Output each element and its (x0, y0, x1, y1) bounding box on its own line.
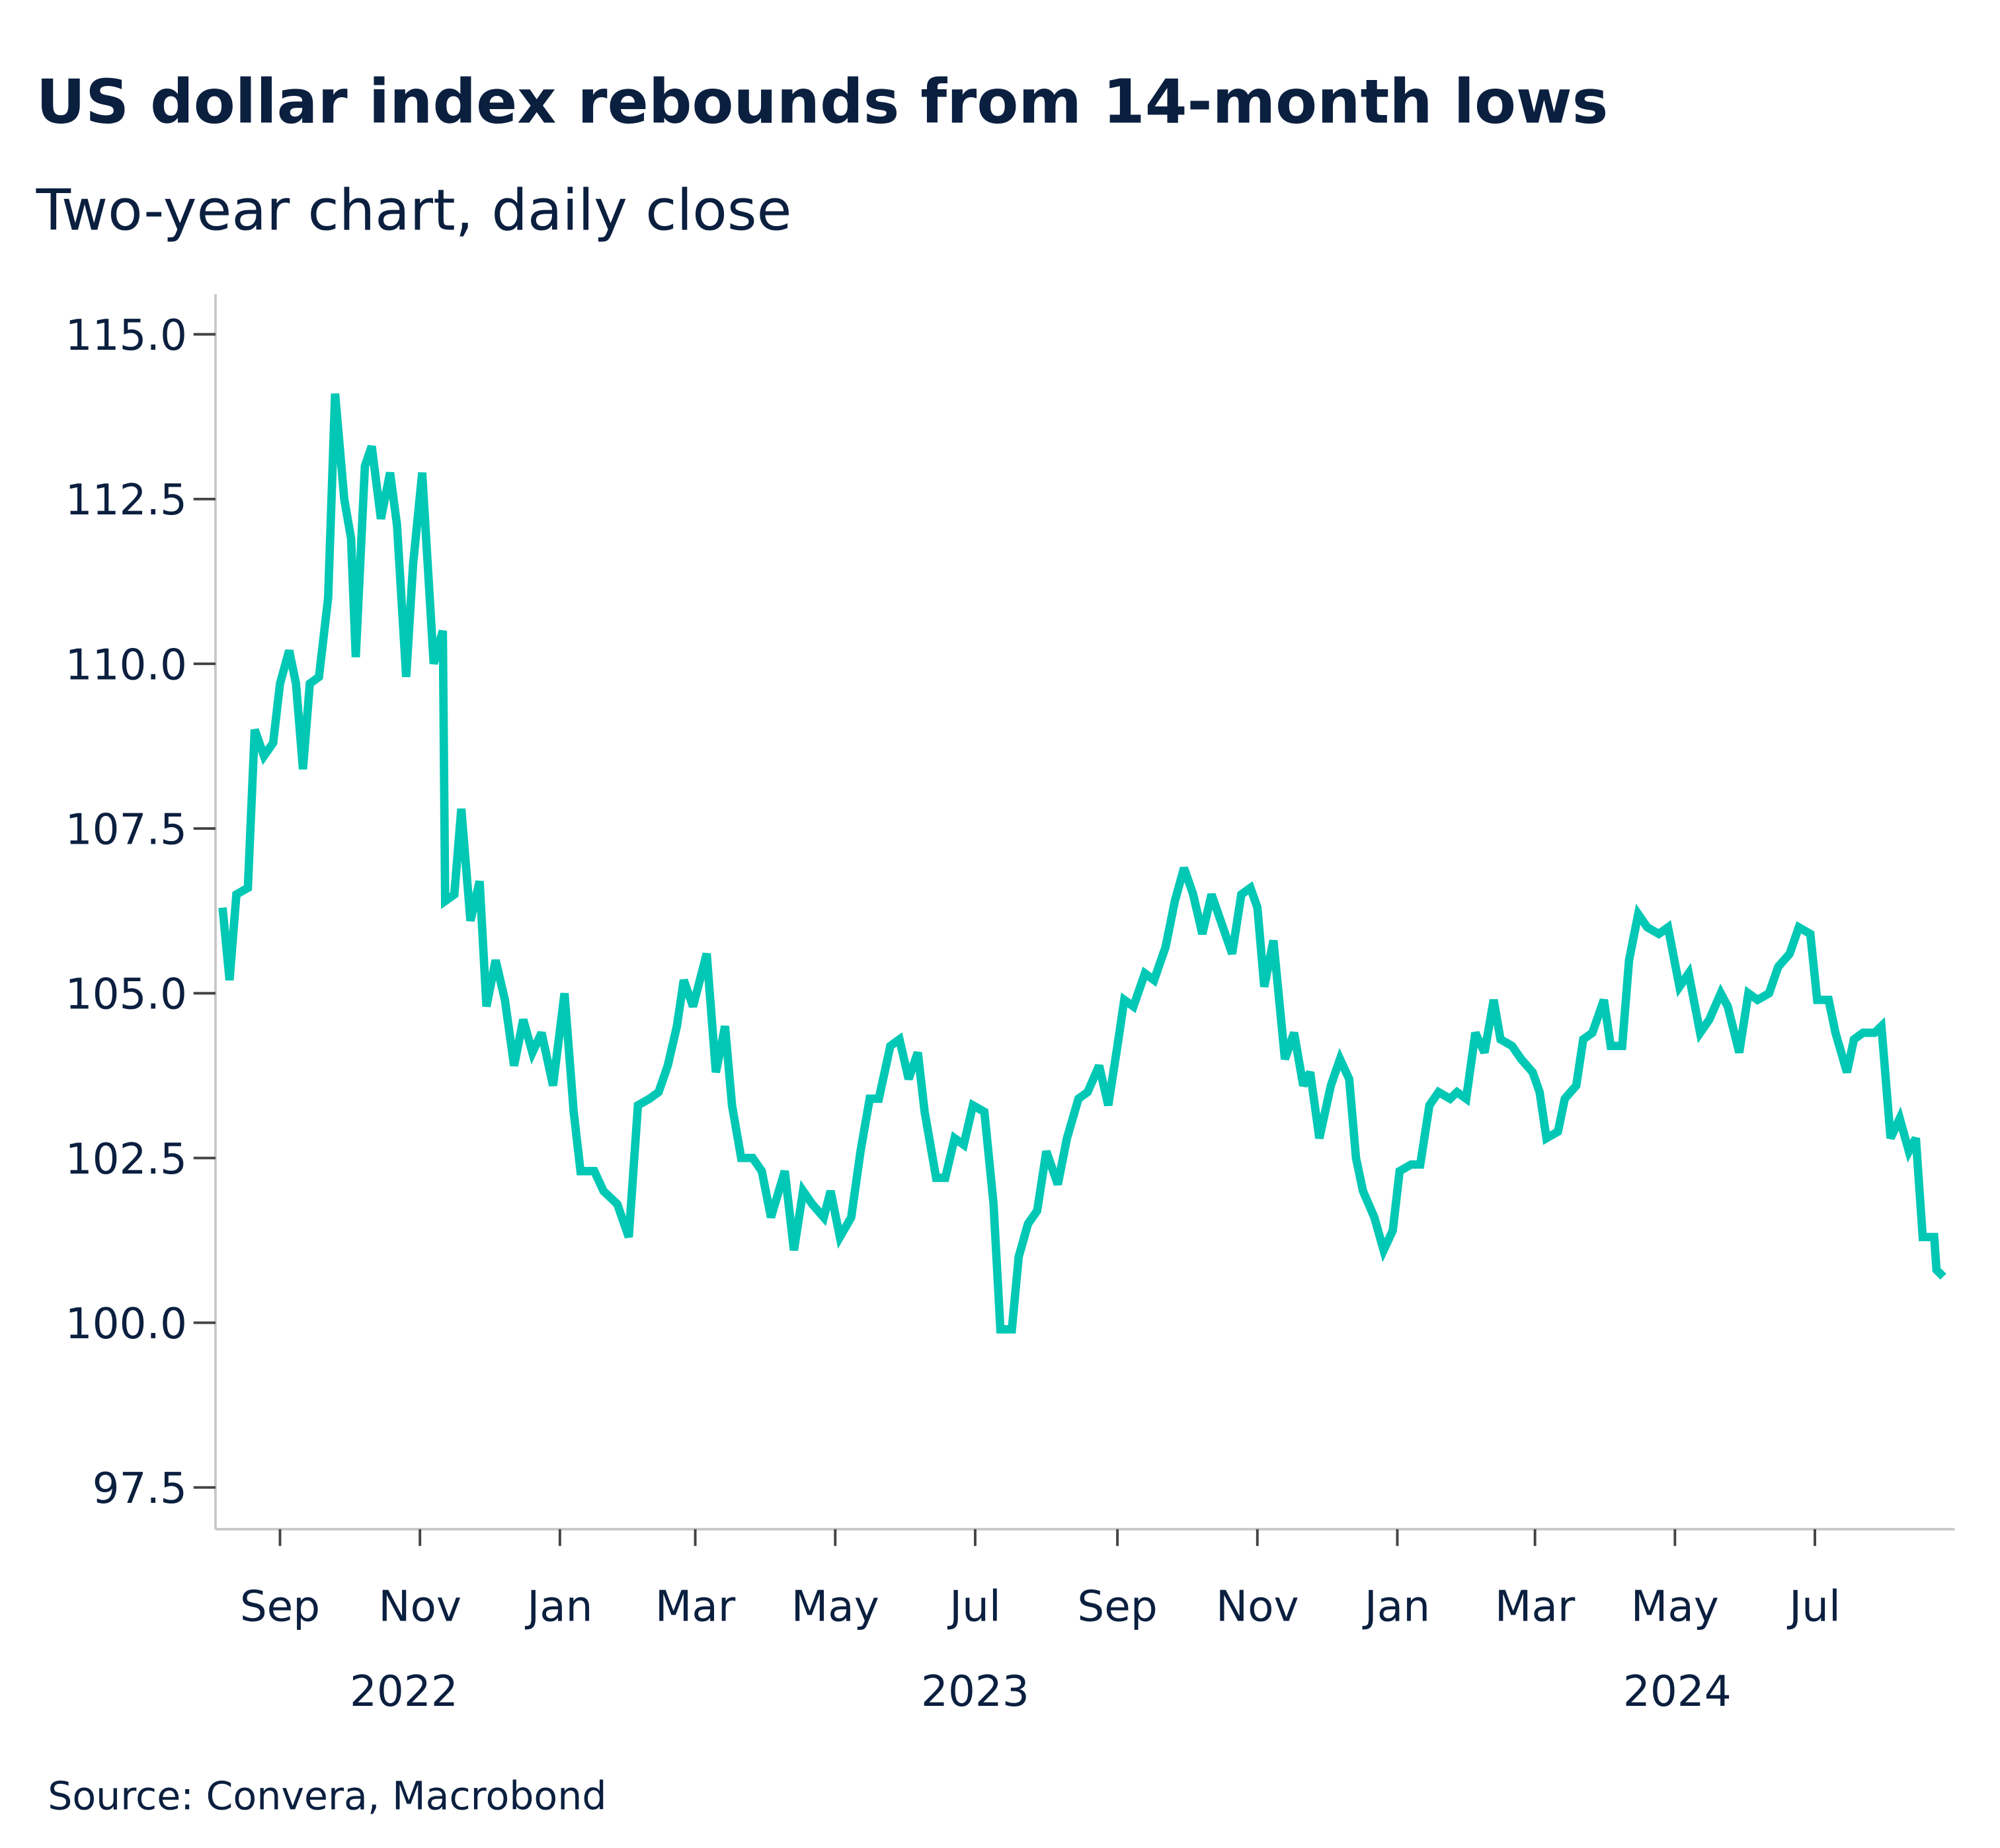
x-tick-label: Jan (524, 1582, 592, 1631)
x-tick-label: Sep (240, 1582, 320, 1631)
source-note: Source: Convera, Macrobond (48, 1773, 606, 1818)
x-tick-label: May (791, 1582, 879, 1631)
series-line (218, 393, 1946, 1334)
x-tick-label: Jan (1362, 1582, 1430, 1631)
x-year-label: 2024 (1623, 1667, 1732, 1716)
y-tick-label: 107.5 (65, 805, 187, 855)
x-tick-label: Jul (947, 1582, 1001, 1631)
x-tick-label: May (1631, 1582, 1719, 1631)
y-tick-label: 112.5 (65, 475, 187, 525)
x-tick-label: Mar (1495, 1582, 1576, 1631)
x-year-label: 2022 (350, 1667, 458, 1716)
chart-subtitle: Two-year chart, daily close (36, 178, 792, 244)
y-tick-label: 97.5 (93, 1464, 187, 1513)
y-tick-label: 105.0 (65, 970, 187, 1020)
y-tick-label: 100.0 (65, 1299, 187, 1349)
x-year-label: 2023 (921, 1667, 1029, 1716)
x-axis: Sep Nov Jan Mar May Jul Sep Nov Jan Mar May Jul 2022… (240, 1529, 1841, 1716)
x-tick-label: Jul (1786, 1582, 1841, 1631)
x-tick-label: Nov (1216, 1582, 1299, 1631)
y-axis: 97.5 100.0 102.5 105.0 107.5 110.0 112.5 115.0 (65, 311, 216, 1513)
y-tick-label: 102.5 (65, 1135, 187, 1184)
y-tick-label: 110.0 (65, 640, 187, 690)
x-tick-label: Mar (655, 1582, 736, 1631)
y-tick-label: 115.0 (65, 311, 187, 360)
chart-title: US dollar index rebounds from 14-month l… (36, 67, 1609, 138)
x-tick-label: Nov (378, 1582, 461, 1631)
x-tick-label: Sep (1077, 1582, 1157, 1631)
